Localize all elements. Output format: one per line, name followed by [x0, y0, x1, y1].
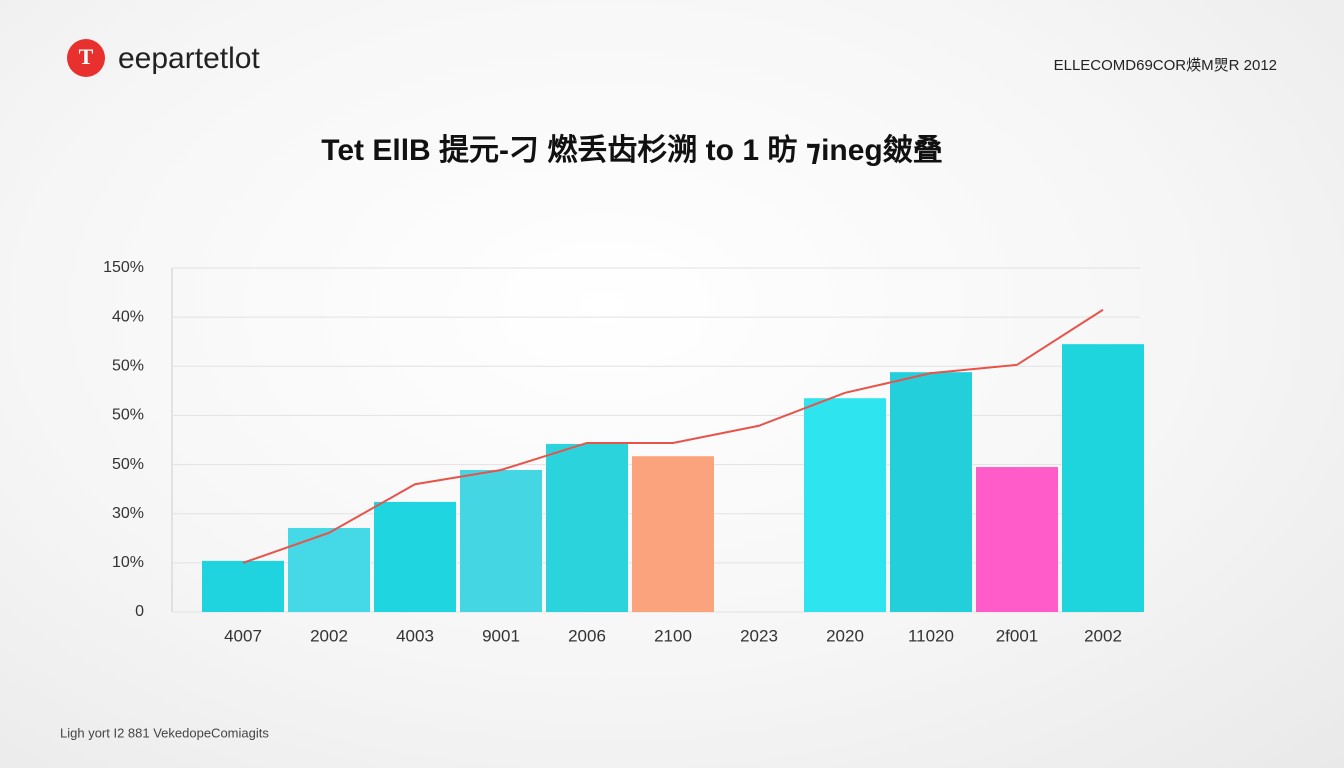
- chart-title: Tet EllB 提元-刁 燃丢齿杉溯 to 1 昉 ⁊ineg皴叠: [321, 133, 943, 167]
- trend-line: [242, 308, 1104, 564]
- y-tick-label: 50%: [112, 407, 144, 424]
- footer-note: Ligh yort I2 881 VekedopeComiagits: [60, 725, 269, 740]
- x-tick-label: 4003: [396, 626, 434, 645]
- bar: [804, 398, 886, 612]
- y-tick-label: 40%: [112, 308, 144, 325]
- x-tick-label: 4007: [224, 626, 262, 645]
- x-tick-label: 2006: [568, 626, 606, 645]
- brand: eepartetlot: [118, 42, 260, 75]
- bar: [460, 469, 542, 612]
- bar: [202, 560, 284, 612]
- bar: [288, 527, 370, 612]
- bar: [1062, 344, 1144, 612]
- y-tick-label: 0: [135, 603, 144, 620]
- logo-mark: [67, 39, 105, 77]
- x-tick-label: 2020: [826, 626, 864, 645]
- x-tick-label: 2023: [740, 626, 778, 645]
- y-tick-label: 50%: [112, 358, 144, 375]
- logo: T: [67, 39, 105, 77]
- logo-letter: T: [79, 44, 94, 69]
- bar: [374, 501, 456, 612]
- x-tick-label: 2002: [310, 626, 348, 645]
- header-meta: ELLECOMD69COR煐M煛R 2012: [1054, 57, 1277, 74]
- y-tick-label: 150%: [103, 259, 144, 276]
- bar: [890, 372, 972, 612]
- x-tick-label: 11020: [908, 626, 954, 645]
- bar: [632, 456, 714, 612]
- x-tick-label: 2100: [654, 626, 692, 645]
- bar: [546, 443, 628, 612]
- y-tick-label: 50%: [112, 456, 144, 473]
- x-tick-label: 2002: [1084, 626, 1122, 645]
- bar: [976, 467, 1058, 612]
- x-tick-label: 9001: [482, 626, 520, 645]
- y-tick-label: 30%: [112, 505, 144, 522]
- y-tick-label: 10%: [112, 554, 144, 571]
- x-tick-label: 2f001: [996, 626, 1039, 645]
